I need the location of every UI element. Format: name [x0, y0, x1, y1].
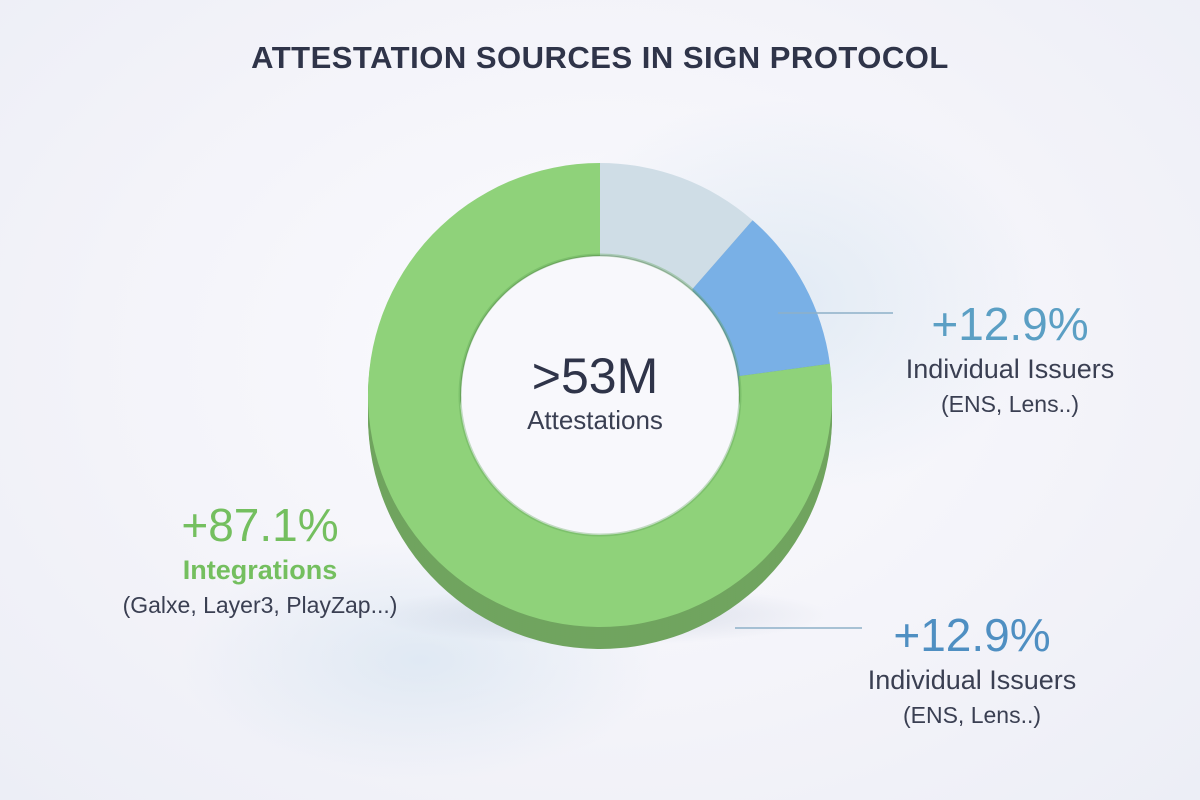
slice-percent: +87.1% — [181, 499, 339, 551]
slice-individual-issuers-1 — [692, 220, 830, 377]
donut-inner-rim — [458, 253, 742, 537]
slice-percent: +12.9% — [893, 609, 1051, 661]
slice-label-individual-issuers-bottom: +12.9% Individual Issuers (ENS, Lens..) — [822, 608, 1122, 732]
slice-examples: (ENS, Lens..) — [902, 702, 1042, 728]
donut-center — [461, 256, 739, 534]
slice-name: Individual Issuers — [867, 665, 1077, 695]
center-value: >53M — [531, 348, 659, 404]
slice-percent: +12.9% — [931, 298, 1089, 350]
slice-label-integrations: +87.1% Integrations (Galxe, Layer3, Play… — [100, 498, 420, 622]
slice-examples: (Galxe, Layer3, PlayZap...) — [122, 592, 398, 618]
slice-integrations-2 — [367, 163, 833, 627]
slice-individual-issuers-0 — [600, 163, 753, 290]
slice-name: Integrations — [182, 555, 338, 585]
slice-name: Individual Issuers — [905, 354, 1115, 384]
slice-examples: (ENS, Lens..) — [940, 391, 1080, 417]
slice-label-individual-issuers-top: +12.9% Individual Issuers (ENS, Lens..) — [860, 297, 1160, 421]
center-label: Attestations — [527, 405, 663, 435]
chart-title: ATTESTATION SOURCES IN SIGN PROTOCOL — [251, 40, 949, 75]
